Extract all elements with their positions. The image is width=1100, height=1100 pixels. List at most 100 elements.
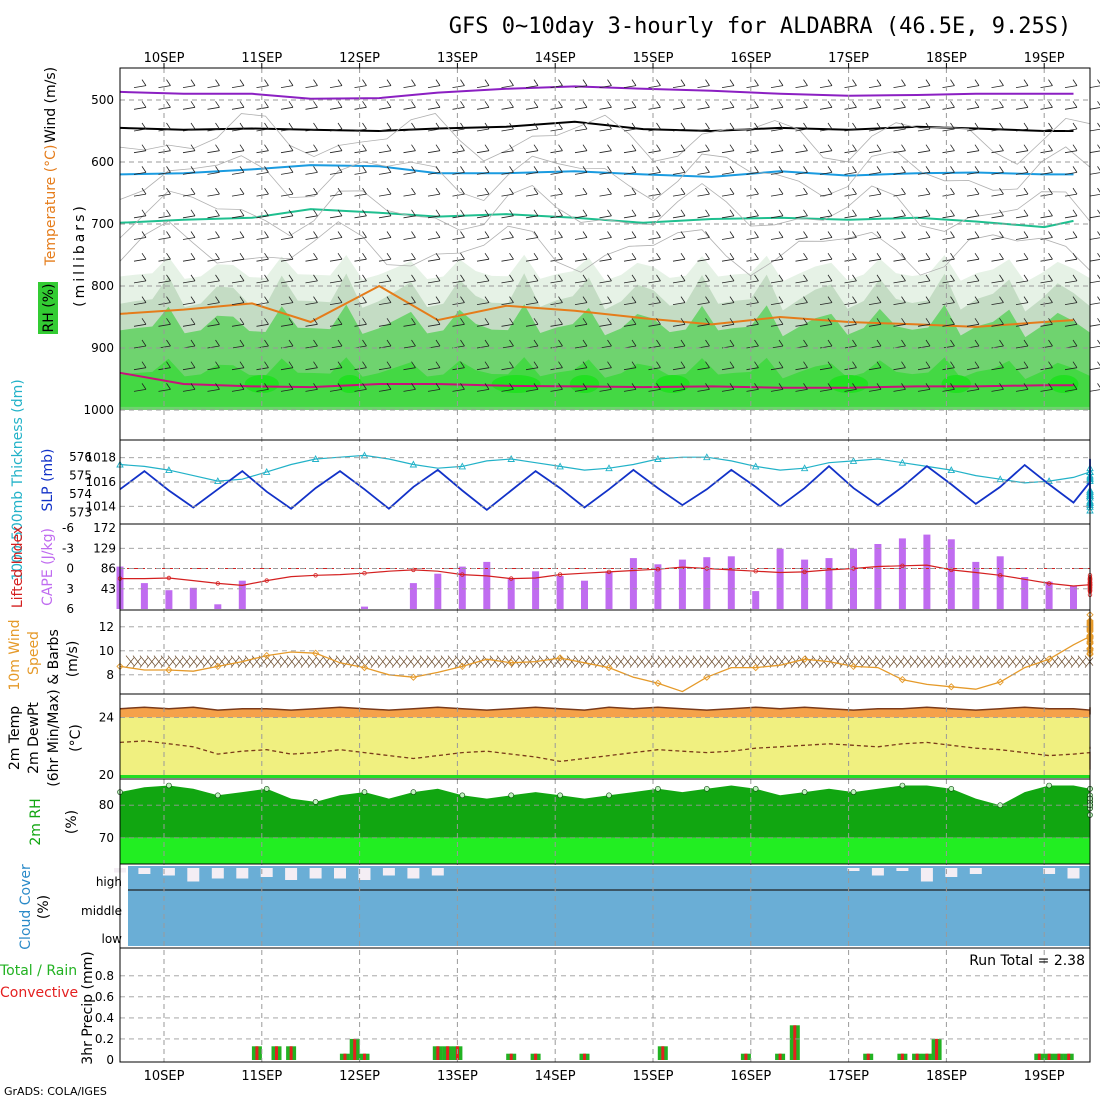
wind-axis-label: Wind (m/s) [43,67,59,143]
frame-layer [119,67,1091,1063]
precip-convective-bar [509,1053,513,1060]
wind-barb [1089,166,1100,175]
cape-bar [1021,577,1029,609]
wind-barb [942,361,955,371]
wind10m-barb [979,655,989,666]
wind-barb [403,101,416,110]
wind-barb [893,296,906,305]
wind10m-barb [664,657,674,668]
wind-barb [574,187,588,197]
wind-barb [991,361,1004,371]
cloud-high-clear [309,868,322,879]
wind10m-barb [202,657,212,668]
wind-barb [721,274,735,284]
wind-barb [574,361,588,371]
wind10m-barb [454,657,464,668]
wind-barb [844,383,857,392]
wind-barb [550,79,563,88]
wind10m-barb [629,657,639,668]
wind10m-barb [125,655,135,666]
wind-barb [942,231,955,240]
wind10m-barb [622,655,632,666]
wind-barb [746,122,759,132]
wind10m-barb [405,655,415,666]
wind-barb [1015,122,1029,132]
cloud-high-clear [1043,868,1056,874]
wind-barb [280,79,294,88]
wind-barb [795,166,808,175]
wind10m-barb [230,655,240,666]
wind-barb [942,274,955,284]
precip-convective-bar [353,1038,357,1060]
wind-barb [427,101,441,110]
wind-barb [697,252,710,262]
lifted-index-point [753,569,758,574]
wind-barb [1089,318,1100,327]
wind-barb [329,166,343,175]
cloud-high-clear [358,868,371,880]
wind-barb [1064,144,1078,154]
thickness-line [119,454,1091,511]
thickness-line-point [214,477,222,485]
wind-barb [427,166,441,175]
wind-barb [452,383,465,392]
thickness-line-point [996,475,1004,483]
wind-barb [1015,144,1029,154]
wind-barb [133,252,147,262]
wind-barb [648,274,661,284]
wind10m-barb [468,655,478,666]
lifted-index-line [120,564,1091,595]
rh2m-axis-label: 2m RH [28,798,44,845]
wind-barb [329,209,343,219]
cape-y-tick: 129 [93,541,116,555]
wind-barb [1064,122,1078,132]
cloud-high-clear [236,868,249,879]
lifted-index-point [900,563,905,568]
upper-air-y-tick: 1000 [83,403,114,417]
wind-barb [770,296,784,305]
cape-bar [409,583,417,609]
wind-barb [746,339,759,349]
wind-barb [329,252,343,262]
wind-barb [697,122,710,132]
wind-barb [795,144,808,154]
lifted-index-point [411,567,416,573]
wind-barb [770,122,784,132]
wind-barb [819,231,833,240]
wind10m-speed-point [800,655,809,663]
wind-barb [599,122,612,132]
wind-barb [574,339,588,349]
wind-barb [623,318,637,327]
cloud-axis-label: Cloud Cover [18,864,34,950]
cape-bar [703,557,711,609]
cape-bar [850,548,857,609]
wind-barb [1015,339,1029,349]
lifted-index-point [1046,581,1052,586]
wind10m-speed-point [263,651,271,660]
wind-barb [1015,231,1029,240]
wind-barb [623,361,637,371]
date-label-top: 10SEP [144,51,185,66]
wind-barb [1064,361,1078,371]
wind-barb [305,144,318,154]
wind-barb [844,101,857,110]
date-label-bottom: 13SEP [437,1069,478,1084]
wind10m-barb [153,657,163,668]
wind10m-barb [769,655,779,666]
rh-patch [337,375,362,393]
wind-barb [525,361,539,371]
rh-axis-label: RH (%) [41,284,57,333]
wind-barb [1089,209,1100,219]
lifted-index-y-tick: -6 [62,521,74,535]
wind10m-barb [993,655,1003,666]
wind-barb [525,144,539,154]
cape-bar [972,561,980,609]
wind10m-barb [447,657,457,668]
cloud-high-clear [260,868,273,877]
wind10m-barb [363,657,373,668]
cloud-high-clear [334,868,346,879]
wind10m-barb [643,657,653,668]
wind-barb [1089,361,1100,371]
wind-barb [476,361,490,371]
wind-barb [991,122,1004,132]
